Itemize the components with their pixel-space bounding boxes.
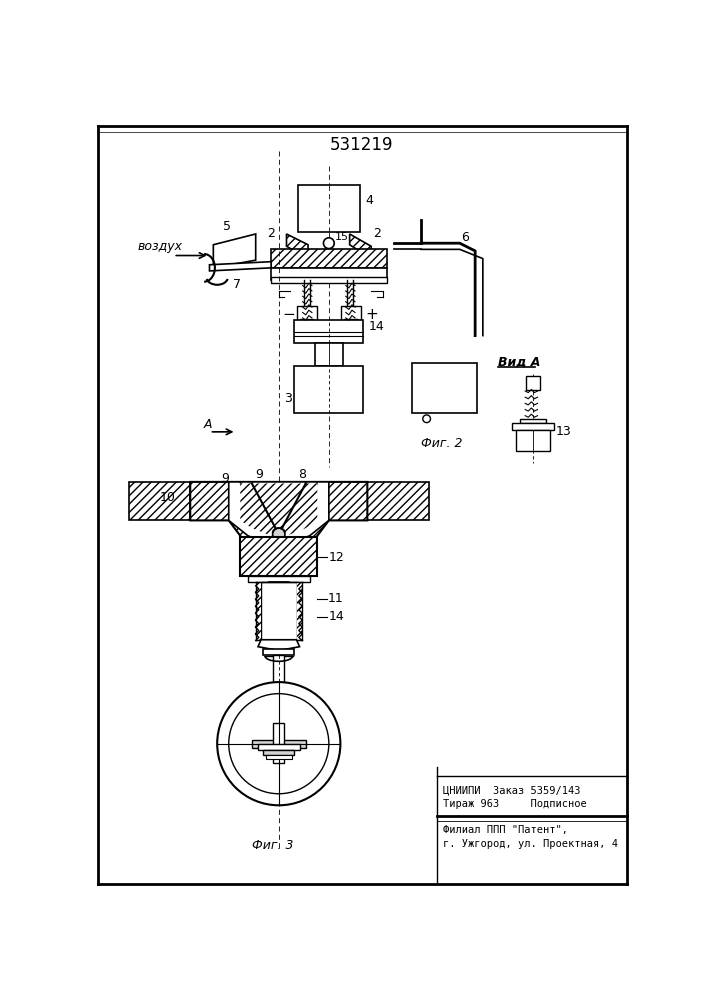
Bar [300, 319, 313, 328]
Text: Фиг. 2: Фиг. 2 [421, 437, 463, 450]
Circle shape [324, 238, 334, 249]
Text: 4: 4 [365, 194, 373, 207]
Bar [274, 723, 284, 763]
Text: 531219: 531219 [330, 136, 394, 154]
Polygon shape [209, 262, 271, 271]
Text: 13: 13 [556, 425, 572, 438]
Bar [298, 185, 360, 232]
Text: воздух: воздух [138, 240, 183, 253]
Text: 7: 7 [233, 278, 240, 291]
Bar [264, 649, 294, 655]
Text: Филиал ППП "Патент",: Филиал ППП "Патент", [443, 825, 568, 835]
Bar [296, 306, 317, 320]
Bar [258, 744, 300, 750]
Text: −: − [283, 307, 296, 322]
Bar [412, 363, 477, 413]
Bar [294, 320, 363, 343]
Circle shape [273, 528, 285, 540]
Text: 15: 15 [335, 232, 349, 242]
Bar [516, 430, 550, 451]
Text: Вид А: Вид А [498, 356, 541, 369]
Polygon shape [261, 582, 296, 605]
Polygon shape [240, 483, 317, 539]
Polygon shape [520, 419, 546, 423]
Bar [252, 740, 305, 748]
Polygon shape [350, 234, 371, 259]
Circle shape [229, 694, 329, 794]
Bar [341, 306, 361, 320]
Text: г. Ужгород, ул. Проектная, 4: г. Ужгород, ул. Проектная, 4 [443, 839, 618, 849]
Polygon shape [129, 482, 190, 520]
Text: 11: 11 [327, 592, 343, 605]
Text: 14: 14 [329, 610, 344, 623]
Polygon shape [190, 482, 368, 567]
Bar [271, 249, 387, 268]
Polygon shape [258, 640, 300, 651]
Bar [264, 750, 294, 755]
Text: 5: 5 [223, 220, 230, 233]
Bar [294, 366, 363, 413]
Text: Фиг. 3: Фиг. 3 [252, 839, 293, 852]
Bar [256, 582, 261, 640]
Polygon shape [264, 605, 294, 619]
Circle shape [423, 415, 431, 423]
Polygon shape [512, 423, 554, 430]
Bar [526, 376, 540, 389]
Polygon shape [286, 234, 308, 259]
Text: +: + [366, 307, 378, 322]
Polygon shape [214, 234, 256, 268]
Polygon shape [240, 482, 317, 537]
Bar [266, 755, 292, 759]
Text: А: А [204, 418, 213, 431]
Text: 6: 6 [461, 231, 469, 244]
Text: 10: 10 [160, 491, 175, 504]
Text: ЦНИИПИ  Заказ 5359/143: ЦНИИПИ Заказ 5359/143 [443, 785, 580, 795]
Text: 14: 14 [369, 320, 385, 333]
Text: Тираж 963     Подписное: Тираж 963 Подписное [443, 799, 587, 809]
Bar [296, 582, 302, 640]
Polygon shape [368, 482, 429, 520]
Text: 9: 9 [221, 472, 229, 485]
Text: 3: 3 [284, 392, 292, 405]
Text: 8: 8 [298, 468, 306, 481]
Text: 2: 2 [373, 227, 381, 240]
Bar [261, 582, 296, 640]
Circle shape [217, 682, 340, 805]
Bar [344, 319, 358, 328]
Bar [248, 576, 310, 582]
Bar [274, 655, 284, 682]
Bar [240, 537, 317, 576]
Text: 9: 9 [256, 468, 264, 481]
Polygon shape [229, 482, 329, 547]
Text: 2: 2 [267, 227, 275, 240]
Bar [315, 343, 343, 366]
Circle shape [273, 528, 285, 540]
Text: 12: 12 [329, 551, 344, 564]
Bar [271, 277, 387, 283]
Bar [271, 268, 387, 280]
